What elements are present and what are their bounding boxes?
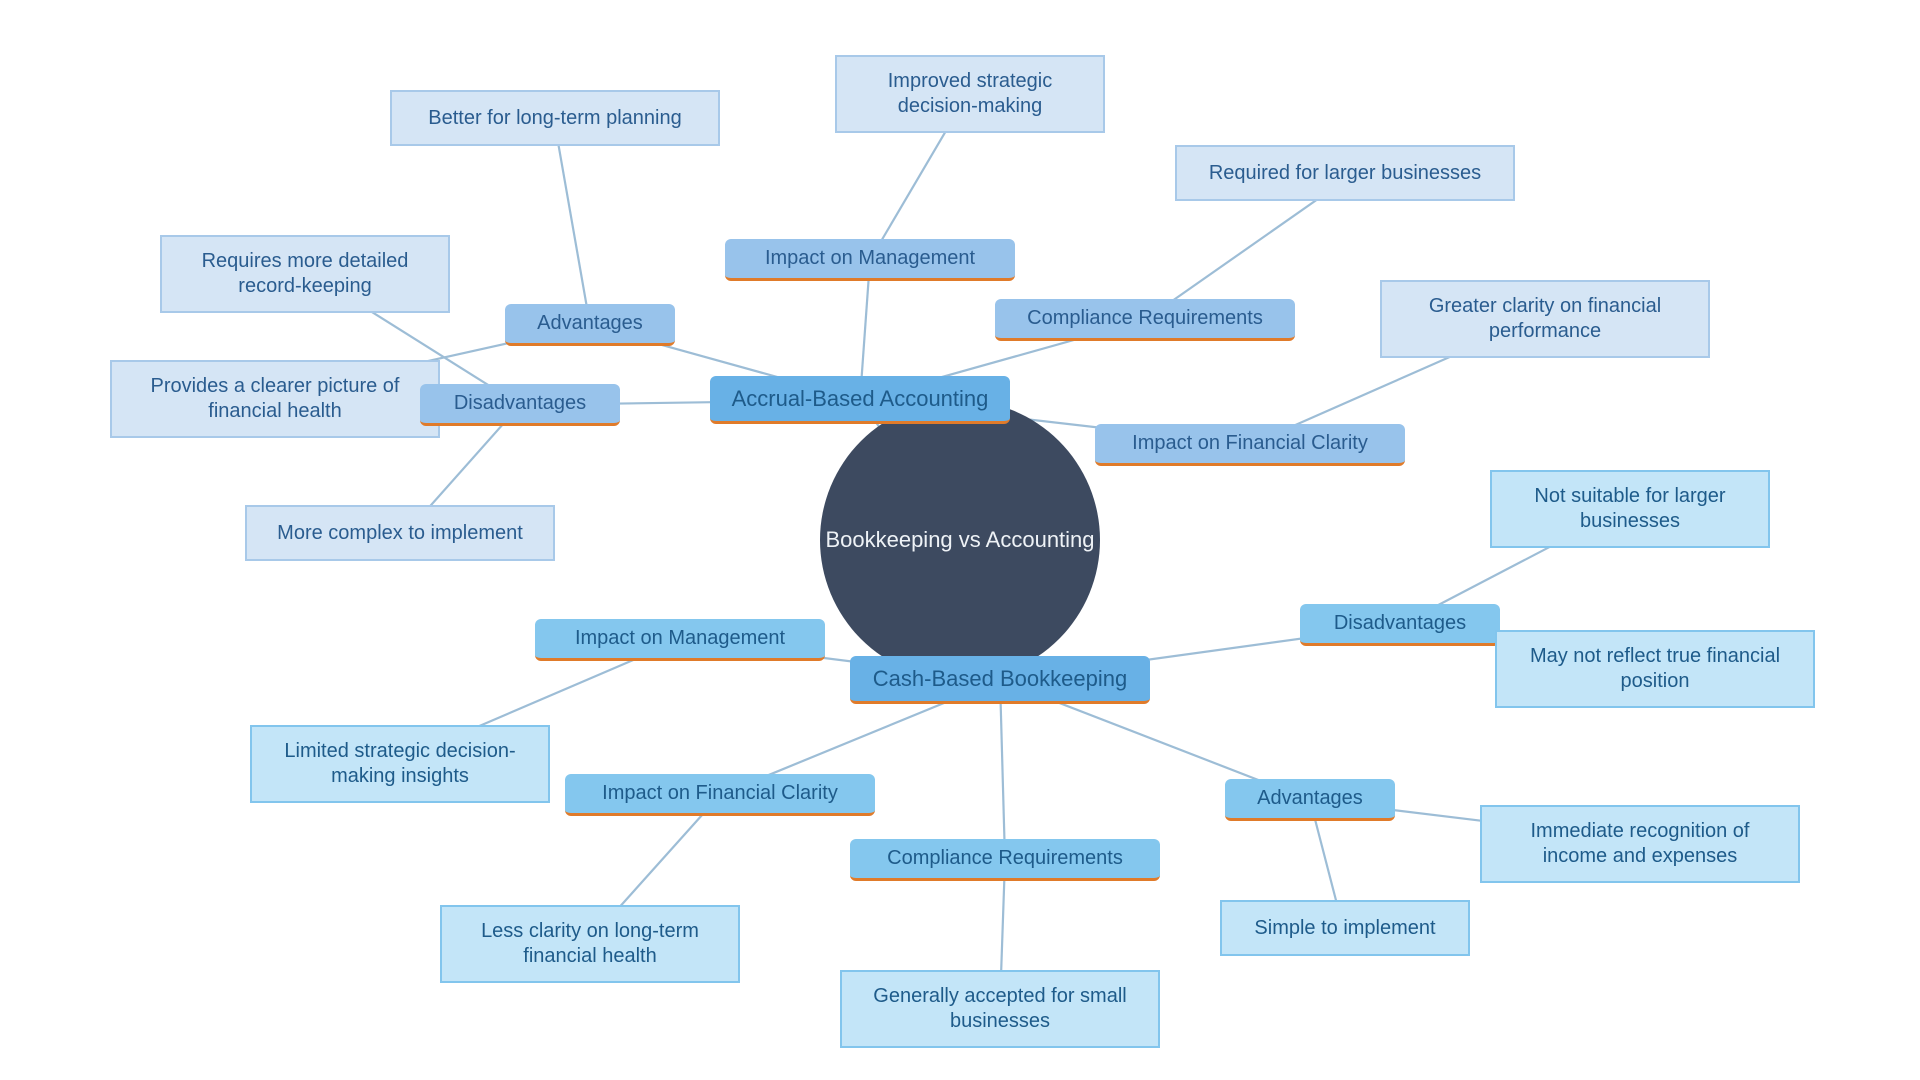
cash-dis-position: May not reflect true financial position [1495, 630, 1815, 708]
accrual-compliance: Compliance Requirements [995, 299, 1295, 341]
cash-advantages: Advantages [1225, 779, 1395, 821]
cash: Cash-Based Bookkeeping [850, 656, 1150, 704]
edge [1000, 680, 1005, 860]
dis-record: Requires more detailed record-keeping [160, 235, 450, 313]
accrual-disadvantages: Disadvantages [420, 384, 620, 426]
mgmt-strategic: Improved strategic decision-making [835, 55, 1105, 133]
cash-comp-small: Generally accepted for small businesses [840, 970, 1160, 1048]
cash-adv-simple: Simple to implement [1220, 900, 1470, 956]
cash-mgmt-limited: Limited strategic decision-making insigh… [250, 725, 550, 803]
adv-clearer: Provides a clearer picture of financial … [110, 360, 440, 438]
comp-large: Required for larger businesses [1175, 145, 1515, 201]
adv-planning: Better for long-term planning [390, 90, 720, 146]
center: Bookkeeping vs Accounting [820, 400, 1100, 680]
cash-dis-large: Not suitable for larger businesses [1490, 470, 1770, 548]
cash-adv-immediate: Immediate recognition of income and expe… [1480, 805, 1800, 883]
accrual-advantages: Advantages [505, 304, 675, 346]
accrual-clarity: Impact on Financial Clarity [1095, 424, 1405, 466]
cash-disadvantages: Disadvantages [1300, 604, 1500, 646]
cash-mgmt: Impact on Management [535, 619, 825, 661]
dis-complex: More complex to implement [245, 505, 555, 561]
edge [555, 125, 590, 325]
cash-clarity: Impact on Financial Clarity [565, 774, 875, 816]
cash-clarity-less: Less clarity on long-term financial heal… [440, 905, 740, 983]
cash-compliance: Compliance Requirements [850, 839, 1160, 881]
accrual: Accrual-Based Accounting [710, 376, 1010, 424]
accrual-mgmt: Impact on Management [725, 239, 1015, 281]
clarity-greater: Greater clarity on financial performance [1380, 280, 1710, 358]
